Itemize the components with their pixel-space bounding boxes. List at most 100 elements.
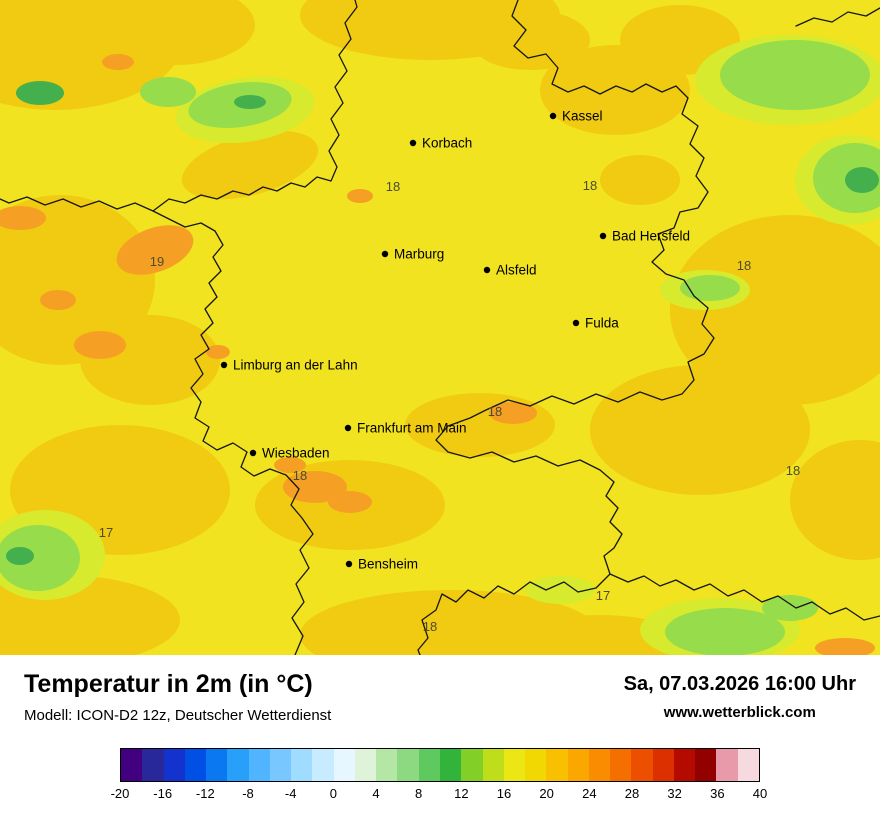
city-marker: Kassel — [549, 109, 603, 124]
city-label: Wiesbaden — [262, 446, 330, 461]
legend-tick-label: -8 — [242, 785, 254, 801]
legend-tick-label: 28 — [624, 785, 640, 801]
legend-color-segment — [737, 748, 759, 781]
legend-color-segment — [716, 748, 738, 781]
legend-color-segment — [631, 748, 653, 781]
website-link[interactable]: www.wetterblick.com — [663, 704, 816, 721]
city-dot — [572, 319, 580, 327]
temperature-value: 18 — [786, 463, 800, 478]
forecast-datetime: Sa, 07.03.2026 16:00 Uhr — [623, 673, 856, 695]
legend-tick-label: 8 — [415, 785, 423, 801]
legend-tick-label: 0 — [329, 785, 337, 801]
city-markers-layer: Kassel Korbach Bad Hersfeld Marburg Alsfeld F… — [220, 109, 690, 572]
temperature-value: 18 — [423, 619, 437, 634]
legend-color-segment — [652, 748, 674, 781]
city-dot — [599, 232, 607, 240]
legend-color-segment — [121, 748, 143, 781]
city-marker: Alsfeld — [483, 263, 537, 278]
legend-tick-label: -4 — [284, 785, 297, 801]
page-title: Temperatur in 2m (in °C) — [24, 670, 313, 698]
legend-tick-label: -12 — [195, 785, 215, 801]
city-label: Fulda — [585, 316, 619, 331]
temperature-labels-layer: 18 18 19 18 18 18 17 18 17 18 — [99, 178, 800, 634]
temperature-value: 18 — [293, 468, 307, 483]
legend-color-segment — [610, 748, 632, 781]
legend-color-segment — [525, 748, 547, 781]
legend-color-segment — [461, 748, 483, 781]
legend-color-segment — [439, 748, 462, 781]
legend-color-segment — [695, 748, 717, 781]
temperature-value: 18 — [583, 178, 597, 193]
legend-tick-label: 36 — [710, 785, 725, 801]
city-dot — [344, 424, 352, 432]
temperature-shading-gold — [0, 0, 880, 655]
legend-tick-label: 40 — [752, 785, 768, 801]
temperature-value: 17 — [99, 525, 113, 540]
legend-color-segment — [206, 748, 228, 781]
city-marker: Limburg an der Lahn — [220, 358, 358, 373]
city-label: Alsfeld — [496, 263, 537, 278]
city-label: Frankfurt am Main — [357, 421, 467, 436]
legend-color-segment — [503, 748, 526, 781]
temperature-value: 18 — [488, 404, 502, 419]
legend-color-segment — [142, 748, 164, 781]
city-marker: Bad Hersfeld — [599, 229, 690, 244]
temperature-legend: -20 -16 -12 -8 -4 0 4 8 12 16 20 24 28 32 36 40 — [111, 747, 768, 804]
legend-color-segment — [397, 748, 419, 781]
state-borders — [0, 0, 880, 655]
footer-right: Sa, 07.03.2026 16:00 Uhr www.wetterblick… — [624, 671, 856, 721]
legend-tick-label: -16 — [153, 785, 173, 801]
map-footer: Temperatur in 2m (in °C) Modell: ICON-D2… — [0, 655, 880, 830]
temperature-value: 19 — [150, 254, 164, 269]
city-marker: Wiesbaden — [249, 446, 330, 461]
legend-color-segment — [184, 748, 207, 781]
legend-tick-labels: -20 -16 -12 -8 -4 0 4 8 12 16 20 24 28 32 36 40 — [111, 785, 768, 804]
city-label: Kassel — [562, 109, 603, 124]
temperature-value: 18 — [737, 258, 751, 273]
city-label: Bad Hersfeld — [612, 229, 690, 244]
city-dot — [409, 139, 417, 147]
city-marker: Bensheim — [345, 557, 418, 572]
legend-color-segment — [333, 748, 355, 781]
city-dot — [220, 361, 228, 369]
temperature-shading-orange — [0, 54, 875, 655]
model-info: Modell: ICON-D2 12z, Deutscher Wetterdie… — [24, 706, 332, 724]
city-dot — [381, 250, 389, 258]
city-marker: Korbach — [409, 136, 472, 151]
city-label: Korbach — [422, 136, 472, 151]
map-area: 18 18 19 18 18 18 17 18 17 18 Kassel Korbach Bad He… — [0, 0, 880, 655]
legend-color-segment — [227, 748, 249, 781]
legend-tick-label: 24 — [582, 785, 597, 801]
legend-color-segment — [418, 748, 440, 781]
city-marker: Fulda — [572, 316, 619, 331]
legend-color-segment — [269, 748, 292, 781]
legend-tick-label: 20 — [539, 785, 554, 801]
city-dot — [249, 449, 257, 457]
temperature-map: 18 18 19 18 18 18 17 18 17 18 Kassel Korbach Bad He… — [0, 0, 880, 655]
legend-tick-label: -20 — [110, 785, 130, 801]
legend-color-segment — [567, 748, 589, 781]
city-dot — [345, 560, 353, 568]
temperature-shading-green — [0, 35, 880, 655]
temperature-value: 17 — [596, 588, 610, 603]
legend-color-segment — [248, 748, 270, 781]
city-dot — [483, 266, 491, 274]
city-label: Marburg — [394, 247, 444, 262]
temperature-value: 18 — [386, 179, 400, 194]
legend-color-segment — [312, 748, 334, 781]
legend-color-segment — [482, 748, 504, 781]
legend-tick-label: 12 — [454, 785, 469, 801]
legend-colorbar — [120, 747, 760, 782]
legend-tick-label: 32 — [667, 785, 682, 801]
legend-tick-label: 4 — [372, 785, 380, 801]
legend-color-segment — [673, 748, 696, 781]
legend-color-segment — [376, 748, 398, 781]
city-dot — [549, 112, 557, 120]
footer-left: Temperatur in 2m (in °C) Modell: ICON-D2… — [24, 670, 332, 724]
city-label: Bensheim — [358, 557, 418, 572]
city-label: Limburg an der Lahn — [233, 358, 358, 373]
city-marker: Marburg — [381, 247, 444, 262]
legend-color-segment — [354, 748, 377, 781]
city-marker: Frankfurt am Main — [344, 421, 467, 436]
